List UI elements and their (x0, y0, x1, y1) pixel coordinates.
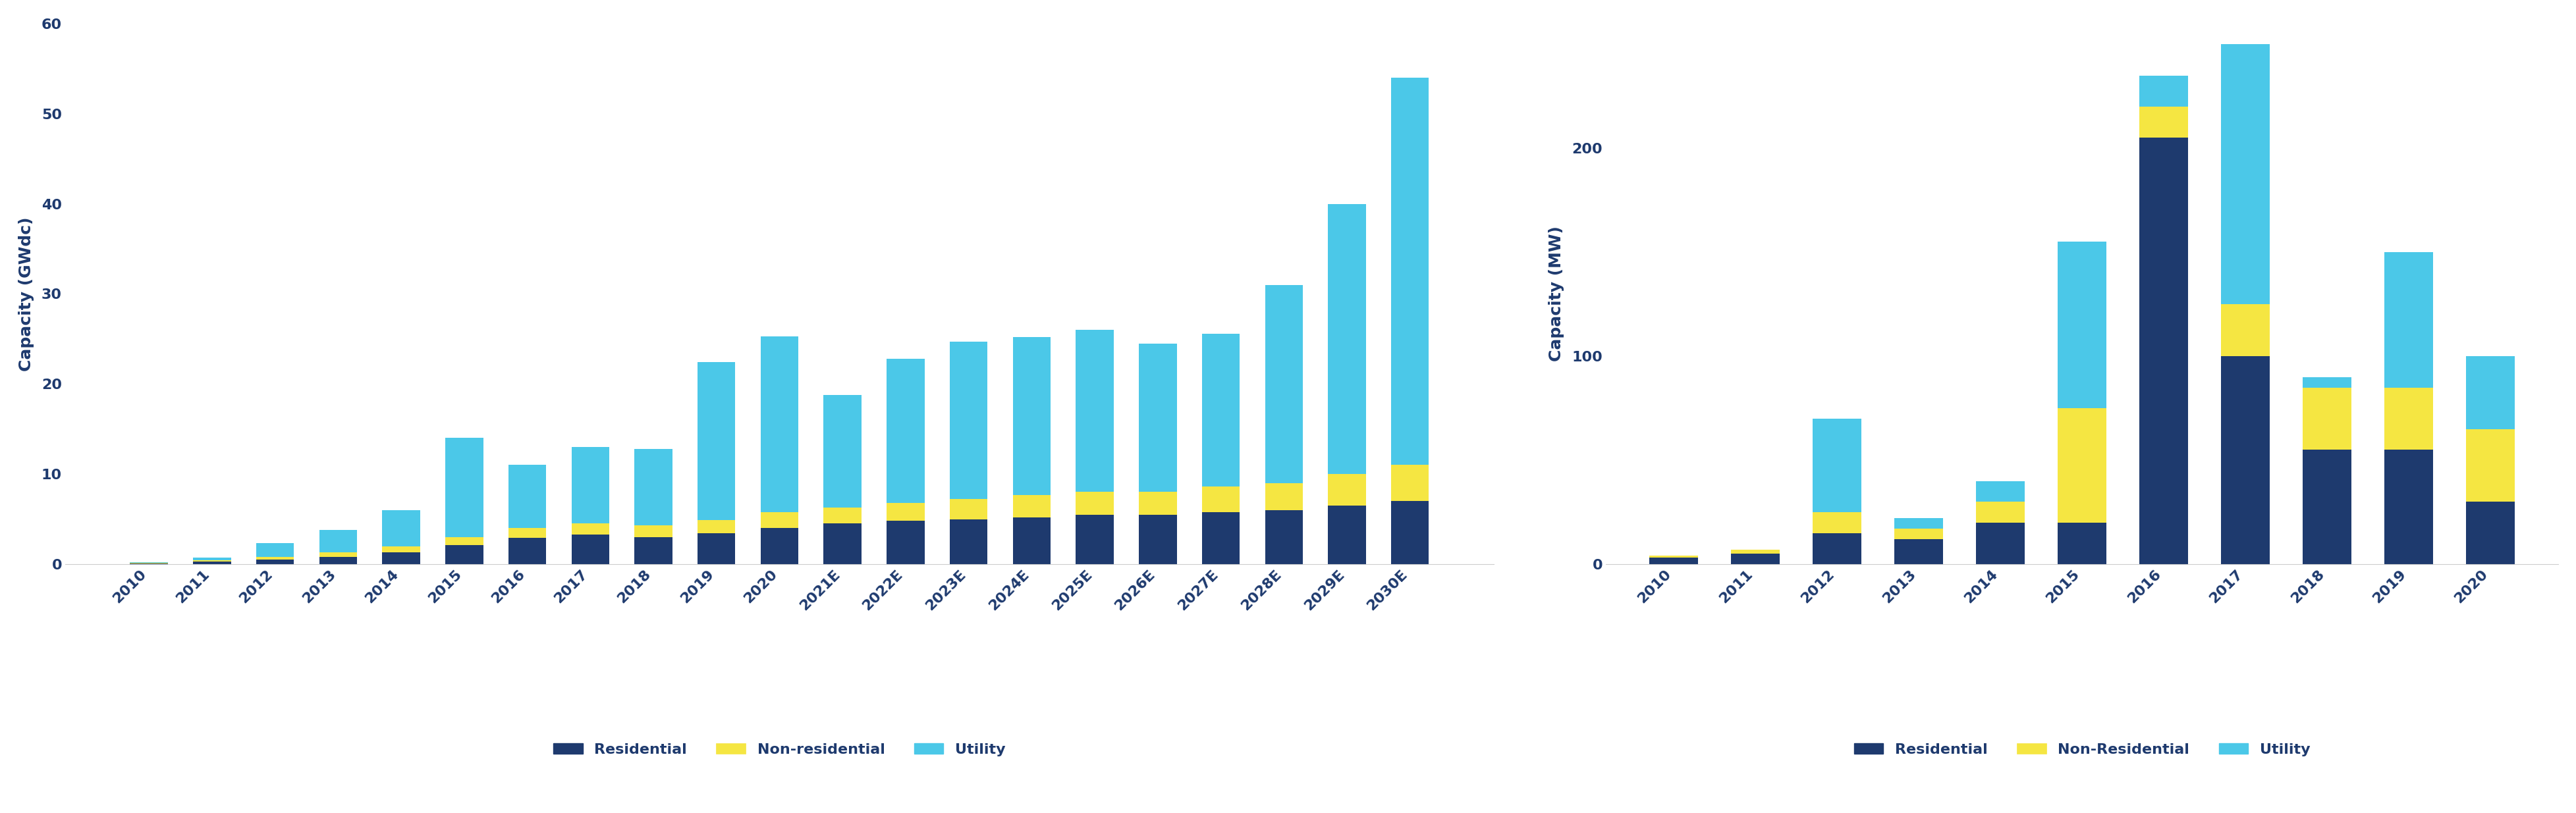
Bar (319, 557, 358, 564)
Bar (1649, 556, 1698, 558)
Bar (381, 546, 420, 552)
Bar (1893, 519, 1942, 528)
Bar (698, 520, 734, 533)
Bar (1731, 550, 1780, 554)
Bar (507, 538, 546, 564)
Bar (1391, 501, 1430, 564)
Bar (824, 524, 860, 564)
Bar (951, 519, 987, 564)
Y-axis label: Capacity (MW): Capacity (MW) (1548, 226, 1564, 362)
Bar (1139, 515, 1177, 564)
Legend: Residential, Non-Residential, Utility: Residential, Non-Residential, Utility (1847, 737, 2316, 763)
Bar (507, 528, 546, 538)
Bar (886, 521, 925, 564)
Bar (1649, 558, 1698, 564)
Bar (1077, 330, 1113, 492)
Bar (760, 337, 799, 512)
Bar (2058, 408, 2107, 523)
Bar (1265, 285, 1303, 483)
Bar (2138, 76, 2187, 107)
Bar (2465, 429, 2514, 502)
Bar (446, 537, 484, 546)
Bar (1327, 204, 1365, 474)
Bar (1391, 77, 1430, 465)
Bar (193, 558, 232, 560)
Bar (1139, 343, 1177, 492)
Bar (2383, 252, 2432, 388)
Bar (572, 534, 608, 564)
Bar (381, 552, 420, 564)
Bar (760, 512, 799, 528)
Bar (1200, 333, 1239, 487)
Bar (319, 552, 358, 557)
Bar (1391, 465, 1430, 501)
Bar (1012, 495, 1051, 517)
Bar (951, 499, 987, 519)
Bar (1200, 487, 1239, 512)
Bar (1012, 337, 1051, 495)
Bar (2138, 107, 2187, 138)
Bar (1811, 512, 1860, 533)
Bar (1139, 492, 1177, 515)
Bar (2383, 450, 2432, 564)
Bar (129, 563, 167, 564)
Bar (1731, 554, 1780, 564)
Bar (2221, 45, 2269, 304)
Bar (1077, 492, 1113, 515)
Bar (1976, 481, 2025, 502)
Y-axis label: Capacity (GWdc): Capacity (GWdc) (18, 216, 33, 371)
Bar (1265, 510, 1303, 564)
Bar (1811, 533, 1860, 564)
Bar (255, 543, 294, 557)
Bar (2058, 523, 2107, 564)
Bar (507, 465, 546, 528)
Bar (255, 559, 294, 564)
Bar (1265, 483, 1303, 510)
Bar (634, 525, 672, 537)
Bar (1327, 474, 1365, 506)
Bar (319, 530, 358, 552)
Bar (2465, 356, 2514, 429)
Bar (446, 438, 484, 537)
Bar (2303, 377, 2352, 388)
Bar (698, 363, 734, 520)
Bar (572, 447, 608, 524)
Bar (1012, 517, 1051, 564)
Bar (1976, 523, 2025, 564)
Bar (1811, 419, 1860, 512)
Bar (2221, 304, 2269, 356)
Bar (2303, 388, 2352, 450)
Bar (634, 449, 672, 525)
Bar (1327, 506, 1365, 564)
Bar (886, 503, 925, 521)
Bar (824, 507, 860, 524)
Bar (824, 395, 860, 507)
Bar (2465, 502, 2514, 564)
Bar (2383, 388, 2432, 450)
Bar (951, 341, 987, 499)
Bar (1200, 512, 1239, 564)
Bar (2058, 242, 2107, 408)
Bar (760, 528, 799, 564)
Bar (1077, 515, 1113, 564)
Bar (1976, 502, 2025, 523)
Bar (886, 359, 925, 503)
Bar (2303, 450, 2352, 564)
Bar (193, 560, 232, 562)
Bar (2138, 138, 2187, 564)
Legend: Residential, Non-residential, Utility: Residential, Non-residential, Utility (546, 737, 1012, 763)
Bar (1893, 528, 1942, 539)
Bar (193, 562, 232, 564)
Bar (381, 510, 420, 546)
Bar (1893, 539, 1942, 564)
Bar (634, 537, 672, 564)
Bar (572, 524, 608, 534)
Bar (255, 557, 294, 559)
Bar (446, 546, 484, 564)
Bar (698, 533, 734, 564)
Bar (2221, 356, 2269, 564)
